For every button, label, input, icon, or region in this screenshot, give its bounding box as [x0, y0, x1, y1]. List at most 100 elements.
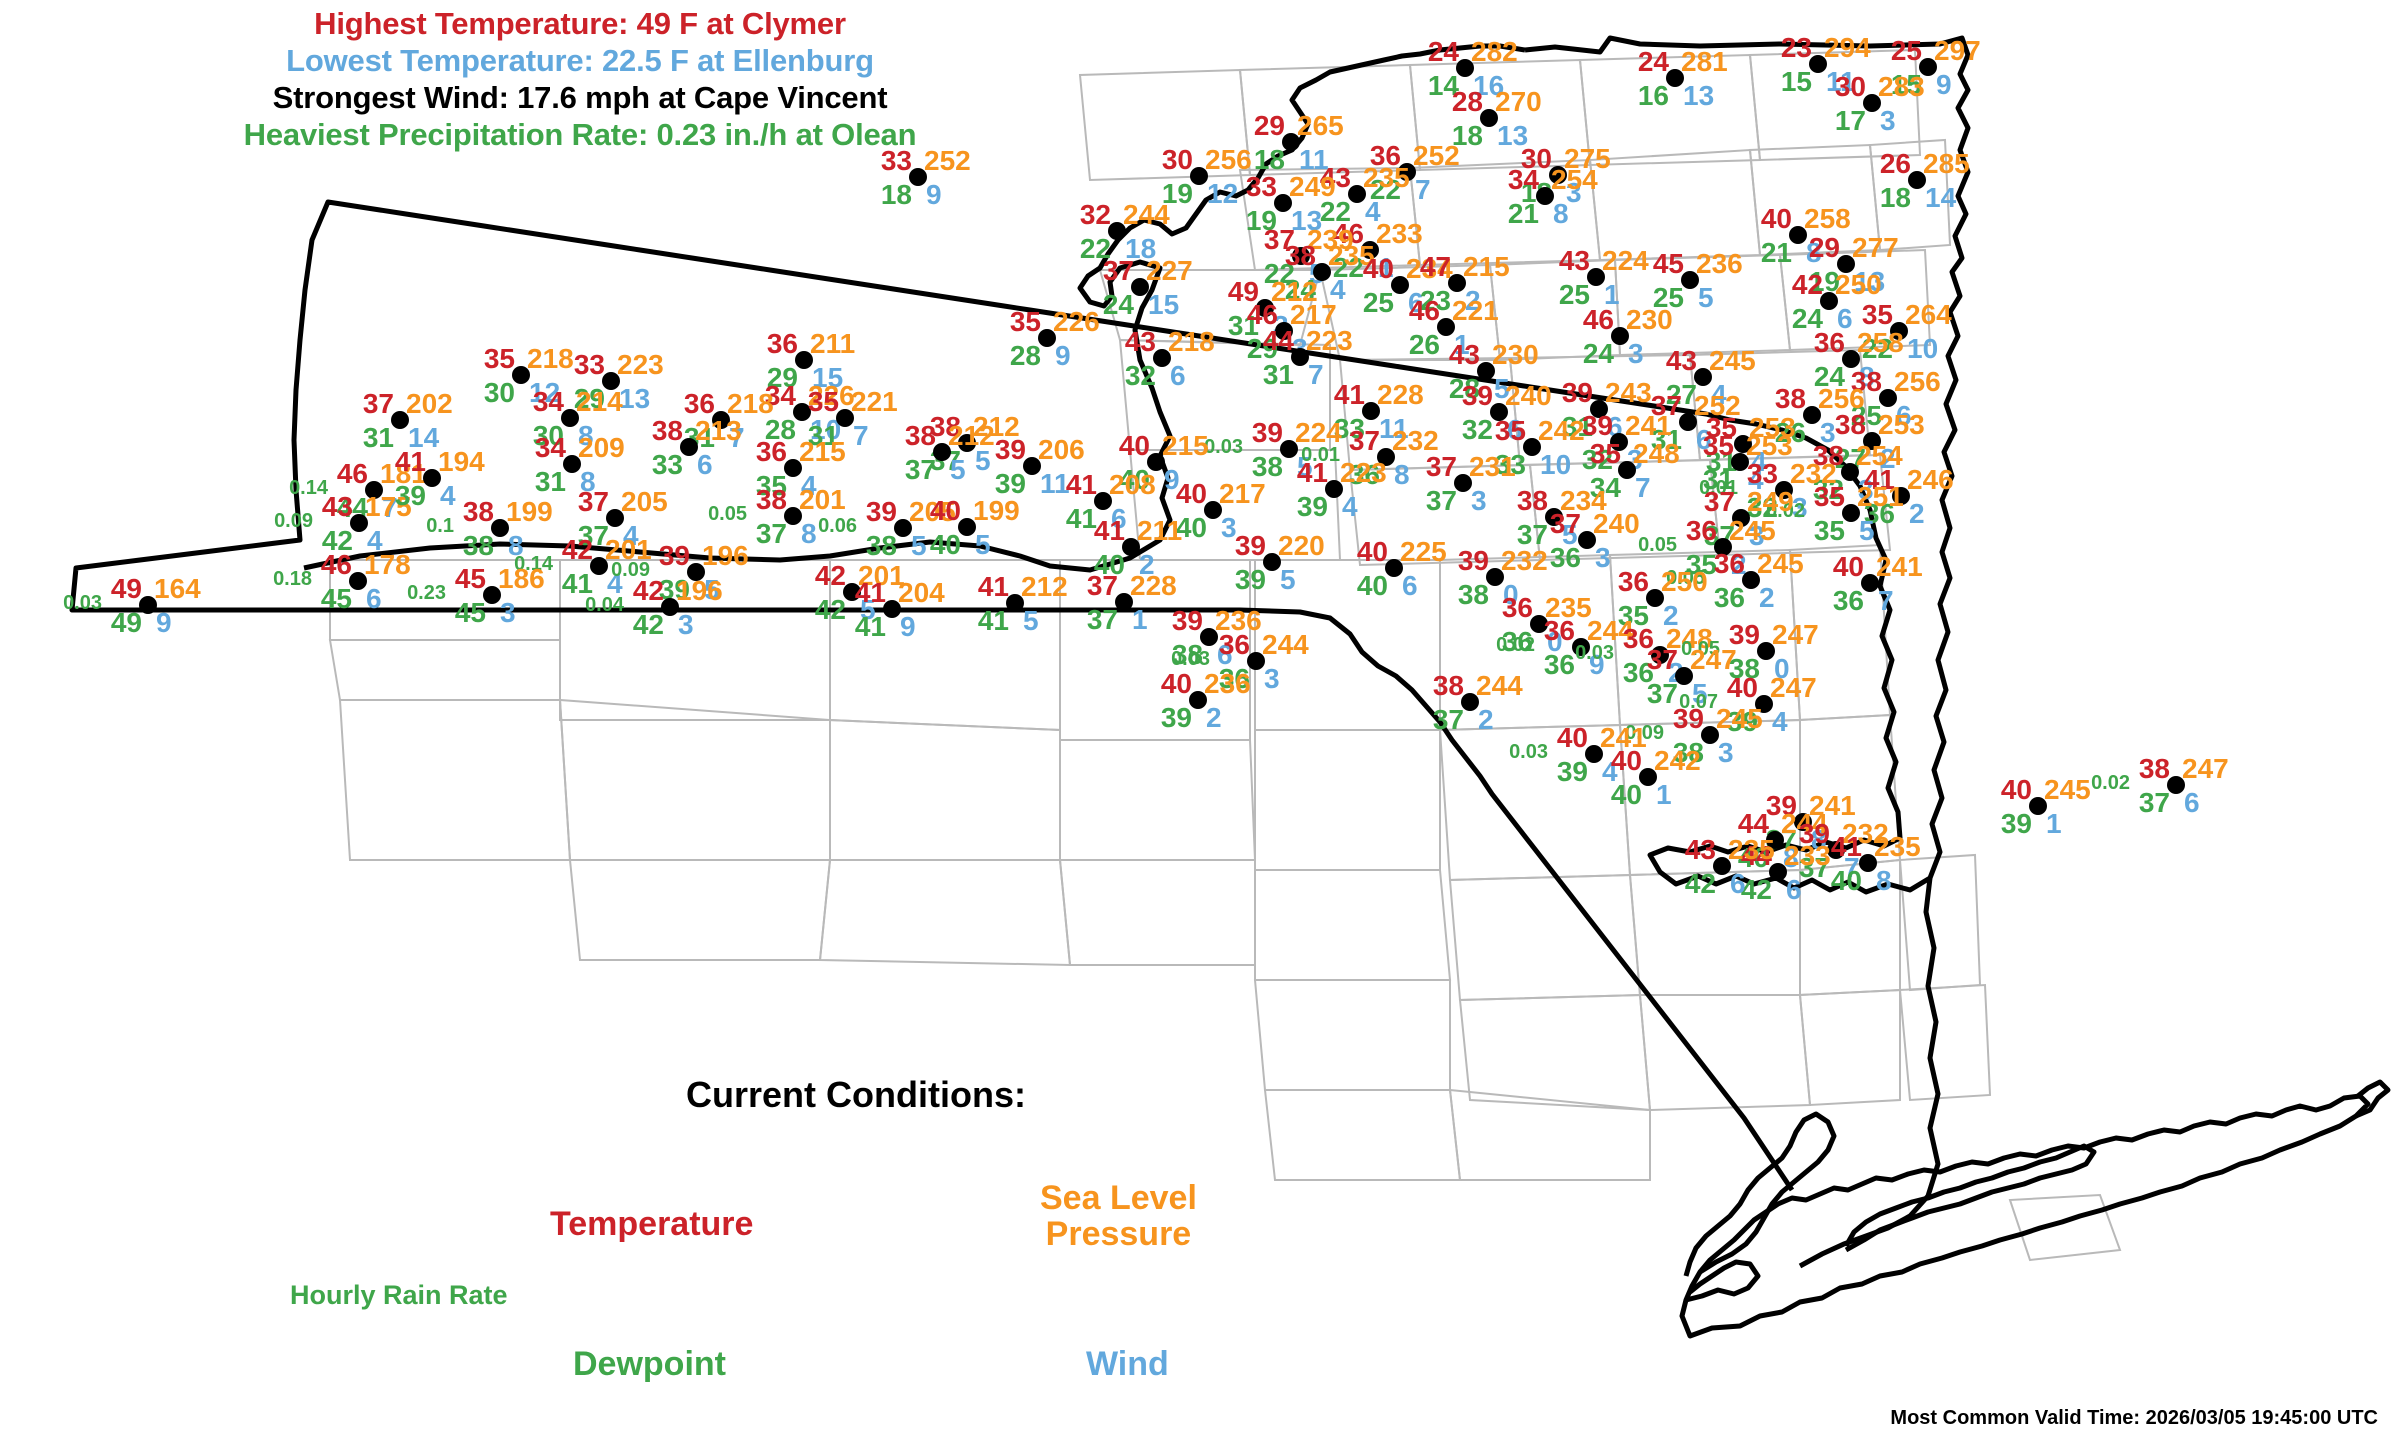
station-marker-dot [1477, 362, 1495, 380]
station-dewpoint: 38 [1171, 639, 1203, 670]
station-sea-level-pressure: 249 [1289, 171, 1336, 202]
station-marker-dot [661, 598, 679, 616]
station-rain-rate: 0.07 [1679, 691, 1718, 713]
station-wind: 5 [1859, 515, 1875, 546]
station-sea-level-pressure: 211 [1137, 515, 1183, 546]
station-wind: 7 [1415, 174, 1431, 205]
station-marker-dot [2167, 776, 2185, 794]
station-marker-dot [1280, 440, 1298, 458]
station-dewpoint: 19 [1161, 178, 1193, 209]
station-dewpoint: 34 [1589, 472, 1621, 503]
station-dewpoint: 33 [651, 449, 683, 480]
station-temperature: 47 [1419, 251, 1451, 282]
station-sea-level-pressure: 208 [1109, 469, 1156, 500]
station-wind: 3 [1820, 417, 1836, 448]
station-marker-dot [1190, 167, 1208, 185]
station-wind: 5 [975, 529, 991, 560]
station-sea-level-pressure: 241 [1625, 410, 1672, 441]
station-wind: 3 [1858, 474, 1874, 505]
station-dewpoint: 39 [1160, 702, 1192, 733]
station-marker-dot [1694, 368, 1712, 386]
station-wind: 3 [1221, 512, 1237, 543]
station-temperature: 38 [1432, 670, 1464, 701]
station-sea-level-pressure: 230 [1626, 304, 1673, 335]
station-rain-rate: 0.09 [1625, 722, 1664, 744]
station-sea-level-pressure: 256 [1818, 383, 1865, 414]
station-wind: 8 [1553, 198, 1569, 229]
station-marker-dot [1859, 854, 1877, 872]
station-sea-level-pressure: 244 [1781, 808, 1828, 839]
station-dewpoint: 36 [1348, 459, 1380, 490]
station-marker-dot [1122, 538, 1140, 556]
station-wind: 8 [1394, 459, 1410, 490]
station-sea-level-pressure: 265 [1297, 110, 1344, 141]
station-marker-dot [843, 583, 861, 601]
station-sea-level-pressure: 181 [380, 458, 427, 489]
station-dewpoint: 19 [1808, 266, 1840, 297]
station-marker-dot [563, 455, 581, 473]
station-dewpoint: 29 [1246, 333, 1278, 364]
station-sea-level-pressure: 241 [1600, 722, 1647, 753]
station-sea-level-pressure: 225 [1400, 536, 1447, 567]
station-sea-level-pressure: 241 [1809, 790, 1856, 821]
station-temperature: 37 [1650, 390, 1682, 421]
station-sea-level-pressure: 256 [1894, 366, 1941, 397]
station-sea-level-pressure: 247 [1690, 644, 1737, 675]
station-temperature: 46 [336, 458, 368, 489]
station-temperature: 36 [1501, 592, 1533, 623]
station-wind: 6 [1837, 303, 1853, 334]
station-temperature: 42 [632, 575, 664, 606]
station-sea-level-pressure: 196 [702, 540, 749, 571]
station-dewpoint: 31 [1262, 359, 1294, 390]
station-temperature: 38 [1516, 485, 1548, 516]
station-rain-rate: 0.05 [1666, 567, 1705, 589]
station-sea-level-pressure: 212 [973, 411, 1020, 442]
station-wind: 5 [975, 445, 991, 476]
station-wind: 1 [1656, 779, 1672, 810]
station-sea-level-pressure: 201 [799, 484, 846, 515]
station-dewpoint: 38 [1457, 579, 1489, 610]
station-rain-rate: 0.09 [274, 510, 313, 532]
station-temperature: 41 [977, 571, 1009, 602]
station-rain-rate: 0.03 [1171, 648, 1210, 670]
station-wind: 6 [1730, 868, 1746, 899]
station-sea-level-pressure: 245 [1709, 345, 1756, 376]
station-marker-dot [1675, 667, 1693, 685]
station-temperature: 40 [1556, 722, 1588, 753]
station-wind: 4 [801, 470, 817, 501]
station-rain-rate: 0.03 [1575, 642, 1614, 664]
station-wind: 5 [860, 594, 876, 625]
station-marker-dot [1681, 271, 1699, 289]
station-dewpoint: 37 [755, 518, 787, 549]
station-dewpoint: 26 [1408, 329, 1440, 360]
station-marker-dot [365, 481, 383, 499]
station-wind: 1 [2046, 808, 2062, 839]
station-temperature: 46 [320, 549, 352, 580]
station-temperature: 35 [1494, 415, 1526, 446]
station-marker-dot [1274, 194, 1292, 212]
station-dewpoint: 23 [1419, 285, 1451, 316]
station-rain-rate: 0.06 [818, 515, 857, 537]
station-marker-dot [1398, 163, 1416, 181]
station-wind: 0 [1503, 579, 1519, 610]
station-sea-level-pressure: 253 [1878, 409, 1925, 440]
station-marker-dot [1766, 831, 1784, 849]
station-dewpoint: 32 [1581, 444, 1613, 475]
station-sea-level-pressure: 233 [1784, 840, 1831, 871]
station-sea-level-pressure: 232 [1392, 425, 1439, 456]
station-marker-dot [1679, 413, 1697, 431]
station-wind: 3 [1595, 542, 1611, 573]
long-island-outline [1679, 1079, 2391, 1339]
station-wind: 9 [900, 611, 916, 642]
station-dewpoint: 37 [1432, 704, 1464, 735]
station-temperature: 36 [766, 328, 798, 359]
station-sea-level-pressure: 245 [1716, 703, 1763, 734]
station-wind: 5 [1023, 605, 1039, 636]
station-temperature: 41 [1863, 464, 1895, 495]
station-sea-level-pressure: 245 [1757, 548, 1804, 579]
station-rain-rate: 0.03 [63, 592, 102, 614]
station-wind: 5 [1494, 373, 1510, 404]
station-sea-level-pressure: 235 [1363, 162, 1410, 193]
station-dewpoint: 35 [1685, 549, 1717, 580]
station-dewpoint: 37 [1516, 519, 1548, 550]
